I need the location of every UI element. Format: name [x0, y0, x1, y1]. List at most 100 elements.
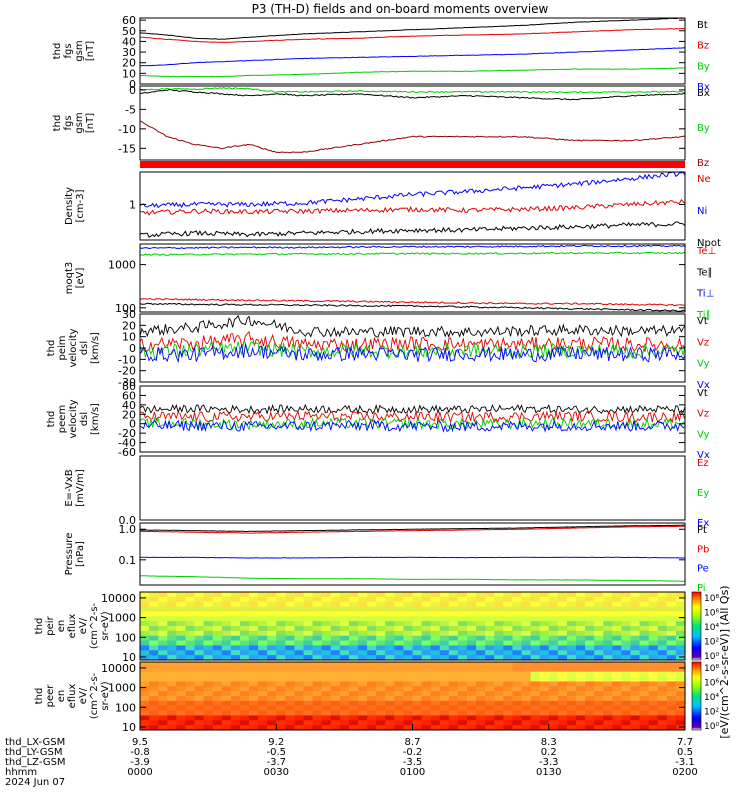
spectrogram-cell — [194, 676, 205, 683]
spectrogram-cell — [212, 710, 223, 717]
spectrogram-cell — [666, 666, 677, 673]
spectrogram-cell — [548, 626, 559, 632]
spectrogram-cell — [594, 640, 604, 647]
spectrogram-cell — [385, 725, 395, 730]
spectrogram-cell — [348, 725, 359, 730]
spectrogram-cell — [675, 686, 685, 692]
spectrogram-cell — [376, 696, 386, 702]
spectrogram-cell — [476, 611, 486, 617]
spectrogram-cell — [394, 681, 405, 687]
spectrogram-cell — [594, 662, 604, 668]
spectrogram-cell — [421, 621, 432, 627]
spectrogram-cell — [339, 710, 350, 717]
spectrogram-cell — [539, 655, 550, 660]
spectrogram-cell — [557, 725, 568, 730]
spectrogram-cell — [194, 640, 205, 647]
spectrogram-cell — [657, 710, 668, 717]
y-axis-label: moqt3 — [64, 262, 75, 295]
spectrogram-cell — [403, 592, 414, 598]
spectrogram-cell — [494, 616, 504, 622]
spectrogram-cell — [158, 621, 168, 627]
spectrogram-cell — [176, 596, 187, 603]
spectrogram-cell — [258, 592, 268, 598]
spectrogram-cell — [149, 626, 159, 632]
colorbar-tick-label: 10⁶ — [704, 679, 719, 689]
spectrogram-cell — [603, 606, 613, 613]
spectrogram-cell — [176, 611, 187, 617]
spectrogram-cell — [576, 621, 586, 627]
spectrogram-cell — [339, 630, 350, 637]
y-tick-label: 20 — [122, 319, 136, 332]
spectrogram-cell — [412, 671, 423, 678]
spectrogram-cell — [376, 645, 386, 651]
spectrogram-cell — [194, 705, 205, 712]
spectrogram-cell — [548, 640, 559, 647]
spectrogram-cell — [249, 686, 259, 692]
spectrogram-cell — [412, 645, 423, 651]
spectrogram-cell — [312, 725, 323, 730]
spectrogram-cell — [448, 681, 459, 687]
spectrogram-cell — [158, 696, 168, 702]
spectrogram-cell — [675, 621, 685, 627]
spectrogram-cell — [185, 635, 196, 642]
spectrogram-cell — [630, 671, 641, 678]
spectrogram-cell — [675, 630, 685, 637]
y-tick-label: -10 — [118, 123, 136, 136]
y-tick-label: 20 — [122, 57, 136, 70]
x-row-value: -3.7 — [266, 757, 286, 768]
spectrogram-cell — [276, 691, 286, 697]
spectrogram-cell — [321, 720, 332, 726]
spectrogram-cell — [221, 650, 232, 656]
spectrogram-cell — [385, 696, 395, 702]
spectrogram-cell — [367, 621, 377, 627]
spectrogram-cell — [203, 700, 214, 707]
spectrogram-cell — [457, 655, 468, 660]
y-axis-label: E=-VxB — [64, 469, 75, 506]
panel-frame — [139, 522, 686, 586]
spectrogram-cell — [530, 606, 541, 613]
spectrogram-cell — [557, 720, 568, 726]
spectrogram-cell — [439, 626, 450, 632]
spectrogram-cell — [267, 720, 277, 726]
spectrogram-cell — [494, 686, 504, 692]
spectrogram-cell — [230, 666, 241, 673]
spectrogram-cell — [648, 710, 659, 717]
y-axis-label: eflux — [67, 684, 78, 709]
spectrogram-cell — [258, 720, 268, 726]
spectrogram-cell — [612, 666, 623, 673]
spectrogram-cell — [249, 662, 259, 668]
spectrogram-cell — [594, 601, 604, 608]
spectrogram-cell — [485, 601, 495, 608]
x-row-value: -0.5 — [266, 747, 286, 758]
spectrogram-cell — [258, 700, 268, 707]
spectrogram-cell — [476, 626, 486, 632]
spectrogram — [140, 662, 685, 730]
spectrogram-cell — [439, 725, 450, 730]
spectrogram-cell — [594, 676, 604, 683]
spectrogram-cell — [448, 621, 459, 627]
spectrogram-cell — [203, 696, 214, 702]
series-line-Ti⊥ — [139, 244, 686, 250]
spectrogram-cell — [276, 616, 286, 622]
spectrogram-cell — [367, 681, 377, 687]
spectrogram-cell — [403, 700, 414, 707]
spectrogram-cell — [675, 601, 685, 608]
spectrogram-cell — [539, 596, 550, 603]
spectrogram-cell — [230, 705, 241, 712]
y-axis-label: eV/ — [78, 617, 89, 634]
spectrogram-cell — [303, 691, 314, 697]
spectrogram-cell — [675, 655, 685, 660]
spectrogram-cell — [140, 671, 150, 678]
spectrogram-cell — [557, 686, 568, 692]
spectrogram-cell — [648, 666, 659, 673]
spectrogram-cell — [185, 626, 196, 632]
spectrogram-cell — [276, 686, 286, 692]
spectrogram-cell — [267, 596, 277, 603]
spectrogram-cell — [276, 606, 286, 613]
spectrogram-cell — [439, 710, 450, 717]
spectrogram-cell — [603, 626, 613, 632]
spectrogram-cell — [412, 720, 423, 726]
spectrogram-cell — [521, 611, 532, 617]
spectrogram-cell — [249, 611, 259, 617]
